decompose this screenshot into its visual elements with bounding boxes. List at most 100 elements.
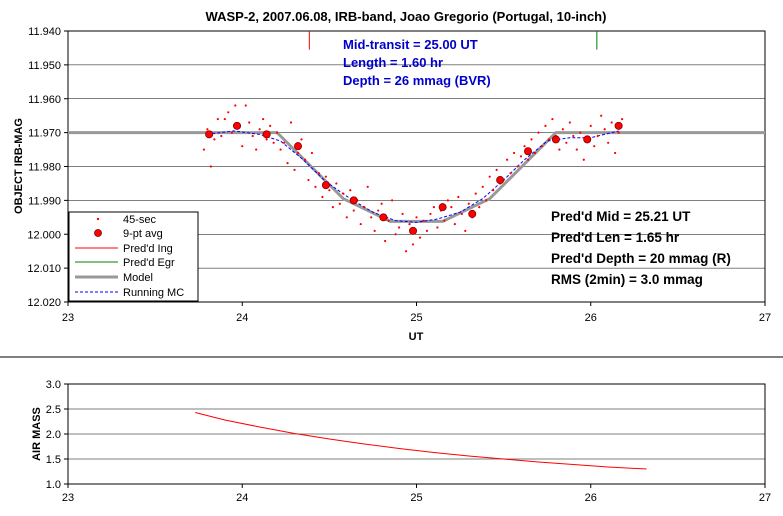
9-pt-avg-point: [321, 181, 330, 190]
45-sec-point: [568, 121, 571, 124]
45-sec-point: [537, 131, 540, 134]
upper-x-axis-label: UT: [409, 331, 424, 343]
9-pt-avg-series: [205, 121, 623, 235]
45-sec-point: [547, 138, 551, 141]
lower-x-tick-label: 25: [410, 492, 422, 504]
lower-x-tick-label: 23: [62, 492, 74, 504]
45-sec-point: [558, 148, 561, 151]
lower-y-tick-label: 2.0: [46, 429, 61, 441]
45-sec-point: [338, 202, 341, 205]
45-sec-point: [519, 155, 523, 158]
45-sec-point: [310, 151, 314, 155]
45-sec-point: [572, 134, 575, 138]
45-sec-point: [565, 141, 568, 144]
45-sec-point: [582, 158, 585, 161]
45-sec-point: [282, 141, 286, 144]
45-sec-point: [296, 151, 300, 155]
45-sec-point: [328, 189, 331, 192]
45-sec-point: [436, 226, 439, 229]
annotation-predd-depth: Pred'd Depth = 20 mmag (R): [551, 251, 731, 266]
45-sec-point: [422, 219, 425, 222]
upper-y-axis-label: OBJECT IRB-MAG: [13, 118, 25, 214]
upper-x-tick-label: 23: [62, 312, 74, 324]
upper-y-tick-label: 11.940: [28, 26, 61, 38]
upper-x-tick-label: 27: [759, 312, 771, 324]
45-sec-point: [377, 209, 380, 212]
upper-x-tick-label: 25: [410, 312, 422, 324]
45-sec-point: [457, 195, 460, 199]
legend-45sec-label: 45-sec: [123, 214, 157, 226]
45-sec-point: [464, 229, 467, 232]
45-sec-point: [540, 145, 544, 148]
45-sec-point: [506, 158, 509, 161]
45-sec-point: [425, 229, 429, 232]
45-sec-point: [209, 165, 212, 168]
45-sec-point: [610, 121, 613, 124]
upper-x-tick-label: 24: [236, 312, 248, 324]
45-sec-point: [481, 185, 484, 188]
legend: 45-sec 9-pt avg Pred'd Ing Pred'd Egr Mo…: [68, 211, 199, 302]
lower-y-ticks: 1.0 1.5 2.0 2.5 3.0: [46, 379, 68, 491]
legend-egr-label: Pred'd Egr: [123, 257, 175, 269]
45-sec-point: [213, 138, 216, 141]
9-pt-avg-point: [262, 130, 271, 139]
45-sec-point: [258, 128, 261, 131]
45-sec-point: [244, 104, 247, 107]
45-sec-point: [533, 151, 537, 155]
upper-y-tick-label: 11.970: [28, 128, 61, 140]
45-sec-point: [241, 145, 244, 148]
running-mc-line: [207, 130, 619, 223]
45-sec-point: [492, 189, 495, 192]
9-pt-avg-point: [468, 209, 477, 218]
45-sec-point: [575, 148, 578, 151]
upper-x-tick-label: 26: [585, 312, 597, 324]
lower-x-tick-label: 24: [236, 492, 248, 504]
45-sec-point: [373, 229, 376, 232]
45-sec-point: [621, 117, 624, 121]
45-sec-point: [303, 158, 307, 161]
upper-y-tick-label: 11.950: [28, 60, 61, 72]
lower-x-tick-label: 27: [759, 492, 771, 504]
45-sec-point: [561, 128, 564, 131]
air-mass-line: [195, 412, 647, 470]
lower-y-tick-label: 1.0: [46, 479, 61, 491]
45-sec-point: [617, 131, 620, 134]
lower-gridlines: [68, 408, 765, 460]
lower-y-tick-label: 2.5: [46, 404, 61, 416]
upper-y-tick-label: 12.000: [27, 229, 61, 241]
45-sec-point: [607, 141, 610, 144]
45-sec-point: [593, 145, 596, 148]
45-sec-point: [391, 199, 394, 202]
45-sec-point: [495, 168, 498, 171]
45-sec-point: [352, 209, 355, 212]
45-sec-point: [429, 212, 432, 216]
chart-title: WASP-2, 2007.06.08, IRB-band, Joao Grego…: [206, 9, 607, 24]
9-pt-avg-point: [349, 196, 358, 205]
45-sec-point: [450, 206, 453, 209]
45-sec-point: [279, 148, 282, 151]
45-sec-point: [359, 222, 362, 226]
air-mass-series: [195, 412, 647, 470]
45-sec-point: [408, 222, 411, 226]
45-sec-point: [509, 172, 512, 175]
45-sec-point: [206, 128, 209, 131]
upper-y-tick-label: 11.990: [28, 195, 61, 207]
45-sec-point: [345, 216, 348, 219]
45-sec-point: [401, 212, 404, 216]
45-sec-point: [230, 131, 233, 134]
45-sec-point: [216, 117, 219, 121]
45-sec-point: [516, 165, 519, 168]
45-sec-point: [248, 121, 251, 124]
45-sec-point: [415, 216, 418, 219]
45-sec-point: [387, 219, 390, 222]
upper-y-ticks: 11.940 11.950 11.960 11.970 11.980 11.990 12.0…: [27, 26, 68, 309]
45-sec-point: [220, 134, 223, 138]
45-sec-point: [255, 148, 258, 151]
9-pt-avg-point: [409, 226, 418, 235]
lower-y-tick-label: 1.5: [46, 454, 61, 466]
lower-y-axis-label: AIR MASS: [31, 407, 43, 461]
45-sec-point: [314, 185, 317, 188]
9-pt-avg-point: [614, 121, 623, 130]
45-sec-point: [614, 151, 617, 155]
